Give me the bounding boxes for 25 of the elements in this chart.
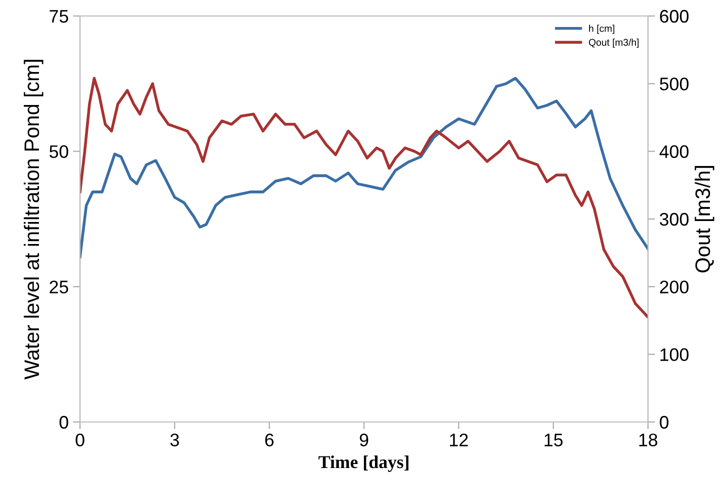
y-tick-label: 25	[50, 280, 68, 294]
line-series	[80, 76, 648, 258]
x-tick-label: 9	[360, 434, 368, 446]
y-tick-label: 50	[50, 145, 68, 158]
y2-tick-label: 0	[660, 416, 668, 429]
y2-tick-label: 600	[660, 10, 689, 23]
y-tick-label: 75	[50, 10, 68, 23]
y-axis-title: Water level at infiltration Pond [cm]	[24, 60, 44, 380]
legend-label: Qout [m3/h]	[588, 38, 639, 48]
y2-tick-label: 300	[660, 212, 689, 226]
x-axis-title: Time [days]	[318, 456, 408, 472]
x-tick-label: 0	[76, 434, 84, 446]
x-tick-label: 18	[639, 434, 658, 446]
y-tick-label: 0	[60, 416, 68, 429]
y2-axis-title: Qout [m3/h]	[694, 166, 714, 272]
y2-tick-label: 200	[660, 280, 689, 294]
y2-tick-label: 500	[660, 78, 689, 90]
line-series	[80, 76, 648, 319]
x-tick-label: 3	[170, 434, 179, 446]
x-tick-label: 12	[450, 434, 468, 446]
y2-tick-label: 100	[660, 348, 689, 362]
x-tick-label: 6	[265, 434, 274, 446]
y2-tick-label: 400	[660, 145, 689, 158]
legend-label: h [cm]	[589, 24, 614, 34]
x-tick-label: 15	[544, 434, 563, 446]
